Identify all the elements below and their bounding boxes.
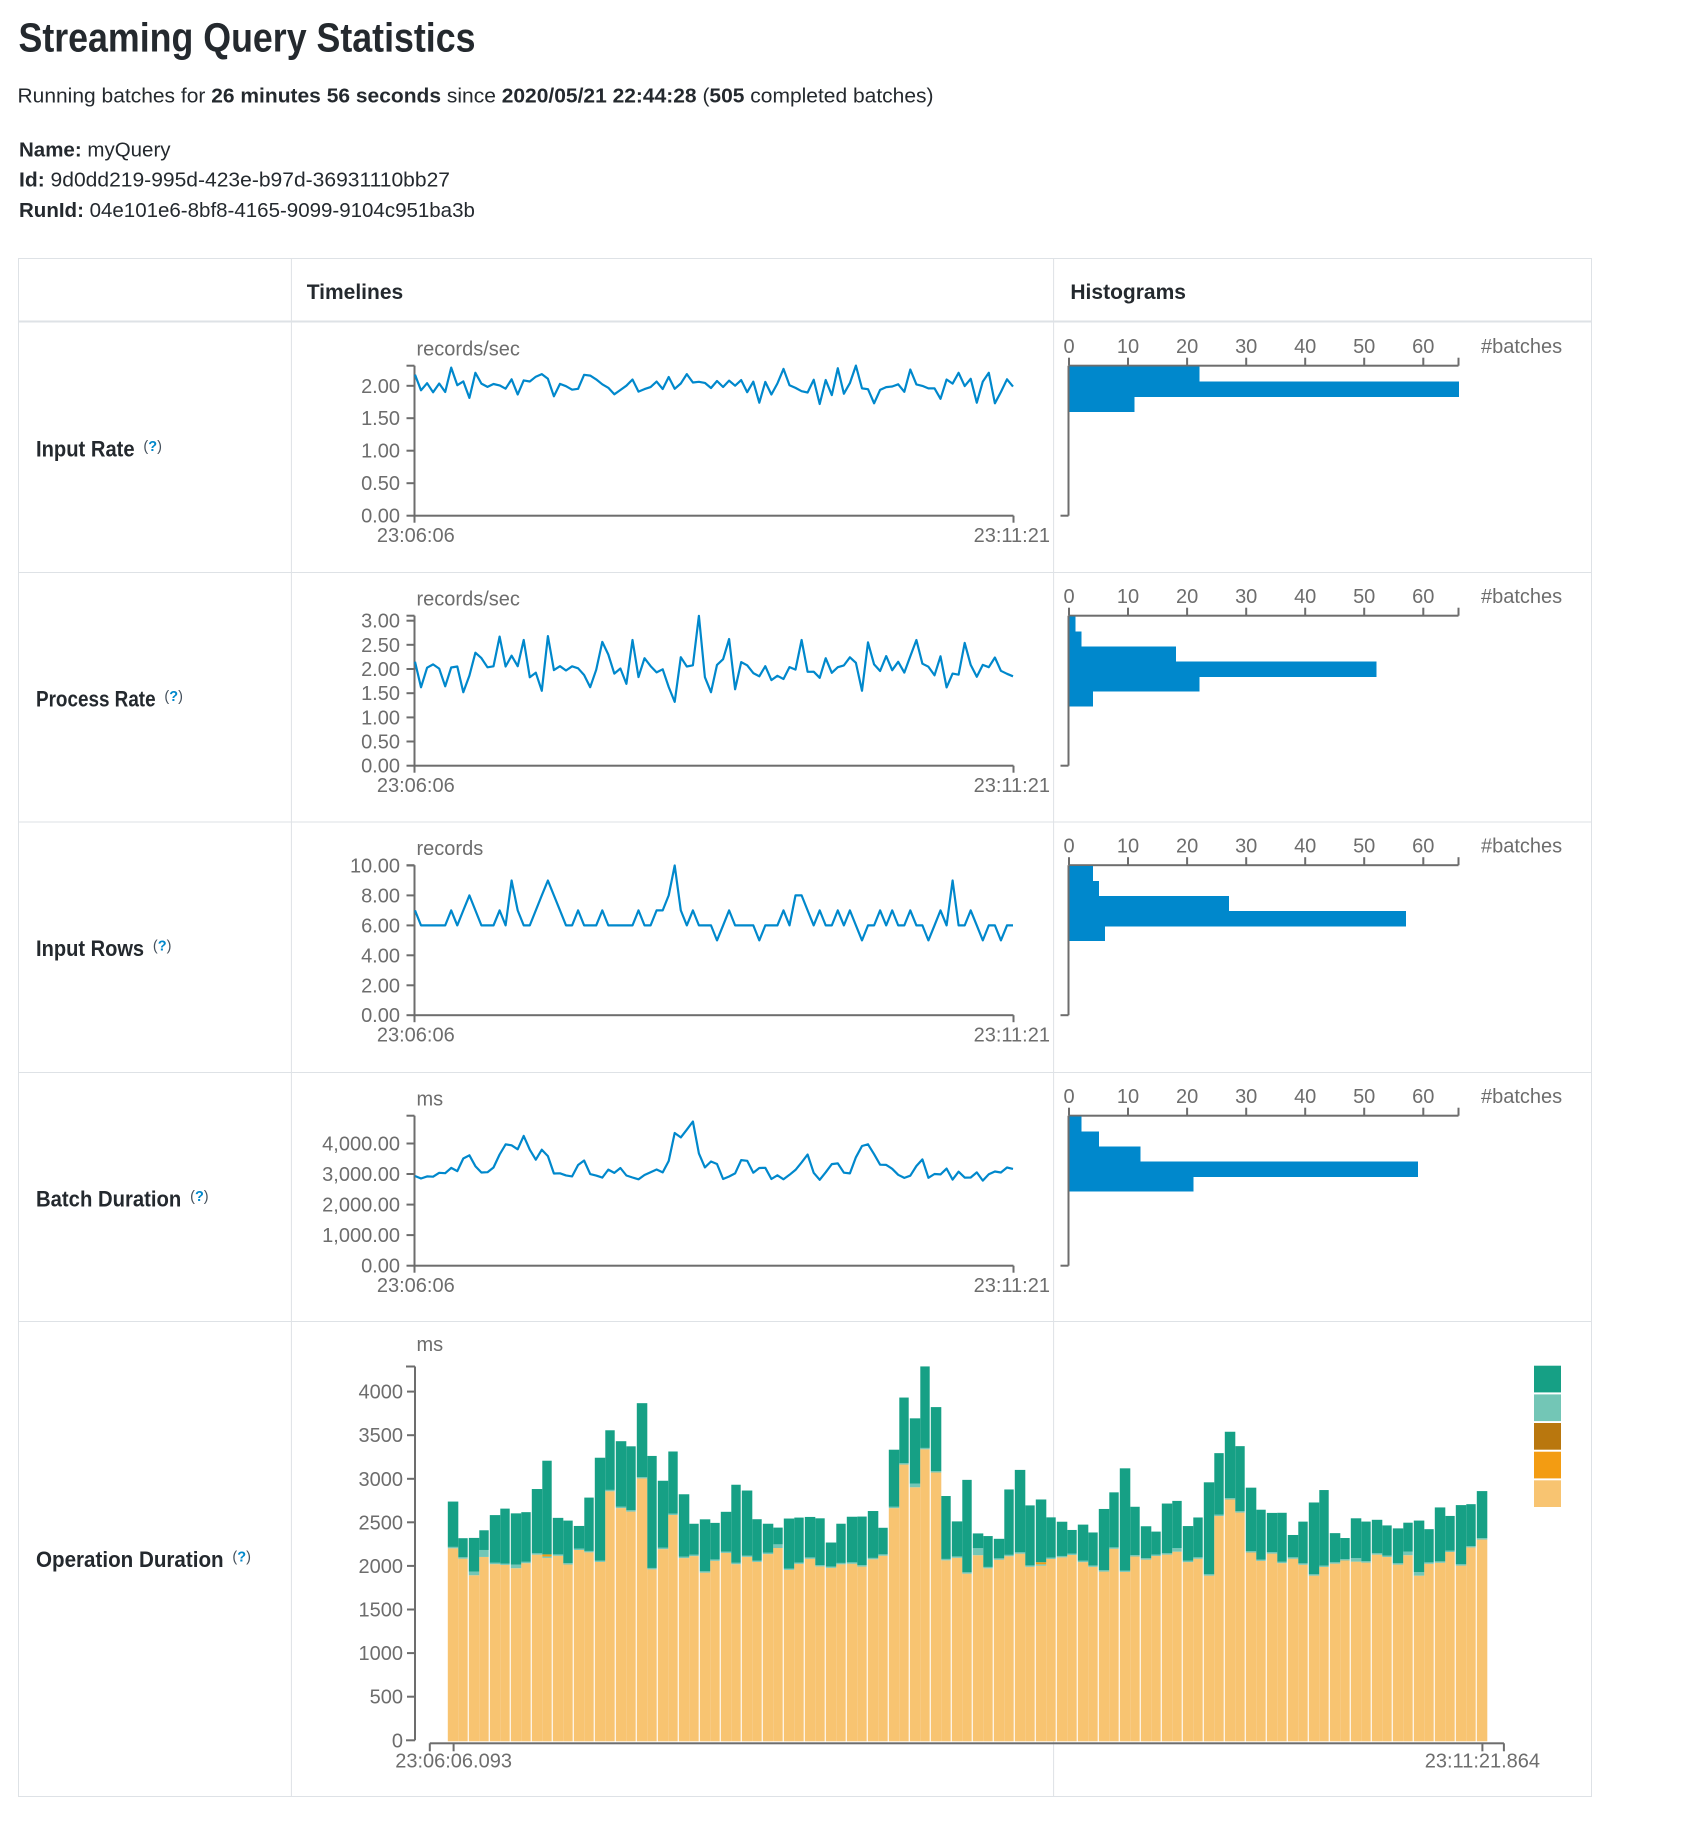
svg-text:records: records — [417, 838, 484, 860]
svg-text:1500: 1500 — [359, 1600, 404, 1622]
svg-text:23:11:21: 23:11:21 — [974, 775, 1050, 797]
svg-text:(?): (?) — [143, 439, 162, 455]
svg-text:23:06:06: 23:06:06 — [377, 1275, 455, 1297]
svg-text:40: 40 — [1294, 1086, 1316, 1108]
svg-text:1.50: 1.50 — [361, 683, 400, 705]
svg-text:10: 10 — [1117, 836, 1139, 858]
svg-text:2000: 2000 — [359, 1556, 404, 1578]
svg-text:10: 10 — [1117, 586, 1139, 608]
svg-text:23:06:06: 23:06:06 — [377, 775, 455, 797]
svg-text:Input Rows: Input Rows — [36, 936, 144, 961]
svg-text:4000: 4000 — [359, 1382, 404, 1404]
svg-text:20: 20 — [1176, 1086, 1198, 1108]
svg-text:0: 0 — [1063, 1086, 1074, 1108]
svg-text:Timelines: Timelines — [307, 281, 404, 304]
svg-text:#batches: #batches — [1481, 586, 1562, 608]
svg-text:3500: 3500 — [359, 1425, 404, 1447]
svg-text:0.00: 0.00 — [361, 1005, 400, 1027]
svg-text:ms: ms — [417, 1089, 444, 1111]
svg-text:0.00: 0.00 — [361, 506, 400, 528]
svg-text:records/sec: records/sec — [417, 589, 520, 611]
svg-text:0.00: 0.00 — [361, 1256, 400, 1278]
svg-text:23:06:06.093: 23:06:06.093 — [395, 1751, 512, 1773]
svg-text:1.00: 1.00 — [361, 707, 400, 729]
svg-text:500: 500 — [370, 1687, 403, 1709]
svg-text:8.00: 8.00 — [361, 885, 400, 907]
svg-text:records/sec: records/sec — [417, 339, 520, 361]
svg-text:#batches: #batches — [1481, 336, 1562, 358]
svg-text:Streaming Query Statistics: Streaming Query Statistics — [19, 15, 476, 61]
svg-text:(?): (?) — [164, 689, 183, 705]
svg-text:0: 0 — [392, 1730, 403, 1752]
svg-text:30: 30 — [1235, 836, 1257, 858]
svg-text:23:11:21: 23:11:21 — [974, 525, 1050, 547]
svg-text:#batches: #batches — [1481, 836, 1562, 858]
svg-text:1000: 1000 — [359, 1643, 404, 1665]
svg-text:0: 0 — [1063, 586, 1074, 608]
svg-text:#batches: #batches — [1481, 1086, 1562, 1108]
svg-text:23:11:21.864: 23:11:21.864 — [1425, 1751, 1540, 1773]
svg-text:Batch Duration: Batch Duration — [36, 1186, 181, 1211]
svg-text:50: 50 — [1353, 586, 1375, 608]
svg-text:40: 40 — [1294, 336, 1316, 358]
svg-text:6.00: 6.00 — [361, 915, 400, 937]
svg-text:40: 40 — [1294, 836, 1316, 858]
svg-text:50: 50 — [1353, 836, 1375, 858]
svg-text:60: 60 — [1412, 336, 1434, 358]
svg-text:1,000.00: 1,000.00 — [322, 1225, 400, 1247]
svg-text:0.00: 0.00 — [361, 756, 400, 778]
svg-text:Id: 9d0dd219-995d-423e-b97d-36: Id: 9d0dd219-995d-423e-b97d-36931110bb27 — [19, 169, 450, 192]
svg-text:Input Rate: Input Rate — [36, 437, 135, 462]
svg-text:RunId: 04e101e6-8bf8-4165-9099: RunId: 04e101e6-8bf8-4165-9099-9104c951b… — [19, 199, 475, 222]
svg-text:0.50: 0.50 — [361, 732, 400, 754]
svg-text:Running batches for 26 minutes: Running batches for 26 minutes 56 second… — [18, 85, 934, 108]
svg-text:Operation Duration: Operation Duration — [36, 1547, 224, 1572]
svg-text:20: 20 — [1176, 586, 1198, 608]
svg-text:23:06:06: 23:06:06 — [377, 525, 455, 547]
svg-text:60: 60 — [1412, 836, 1434, 858]
svg-text:2.00: 2.00 — [361, 975, 400, 997]
svg-text:0: 0 — [1063, 836, 1074, 858]
svg-text:4.00: 4.00 — [361, 945, 400, 967]
svg-text:30: 30 — [1235, 1086, 1257, 1108]
svg-text:2500: 2500 — [359, 1512, 404, 1534]
svg-text:ms: ms — [417, 1334, 444, 1356]
svg-text:2.50: 2.50 — [361, 635, 400, 657]
svg-text:Histograms: Histograms — [1070, 281, 1186, 304]
svg-text:30: 30 — [1235, 586, 1257, 608]
svg-text:10: 10 — [1117, 336, 1139, 358]
svg-text:60: 60 — [1412, 1086, 1434, 1108]
svg-text:10.00: 10.00 — [350, 856, 400, 878]
svg-text:23:06:06: 23:06:06 — [377, 1025, 455, 1047]
svg-text:1.00: 1.00 — [361, 441, 400, 463]
svg-text:Name: myQuery: Name: myQuery — [19, 139, 171, 162]
svg-text:4,000.00: 4,000.00 — [322, 1134, 400, 1156]
svg-text:(?): (?) — [232, 1550, 251, 1566]
svg-text:30: 30 — [1235, 336, 1257, 358]
svg-text:50: 50 — [1353, 1086, 1375, 1108]
svg-text:2.00: 2.00 — [361, 659, 400, 681]
svg-text:23:11:21: 23:11:21 — [974, 1275, 1050, 1297]
svg-text:0: 0 — [1063, 336, 1074, 358]
svg-text:10: 10 — [1117, 1086, 1139, 1108]
svg-text:50: 50 — [1353, 336, 1375, 358]
svg-text:3000: 3000 — [359, 1469, 404, 1491]
svg-text:60: 60 — [1412, 586, 1434, 608]
svg-text:0.50: 0.50 — [361, 473, 400, 495]
svg-text:Process Rate: Process Rate — [36, 686, 156, 711]
svg-text:(?): (?) — [153, 939, 172, 955]
svg-text:20: 20 — [1176, 836, 1198, 858]
svg-text:3,000.00: 3,000.00 — [322, 1164, 400, 1186]
svg-text:40: 40 — [1294, 586, 1316, 608]
svg-text:3.00: 3.00 — [361, 611, 400, 633]
svg-text:(?): (?) — [190, 1189, 209, 1205]
svg-text:2,000.00: 2,000.00 — [322, 1195, 400, 1217]
svg-text:1.50: 1.50 — [361, 408, 400, 430]
svg-text:2.00: 2.00 — [361, 376, 400, 398]
svg-text:20: 20 — [1176, 336, 1198, 358]
svg-text:23:11:21: 23:11:21 — [974, 1025, 1050, 1047]
